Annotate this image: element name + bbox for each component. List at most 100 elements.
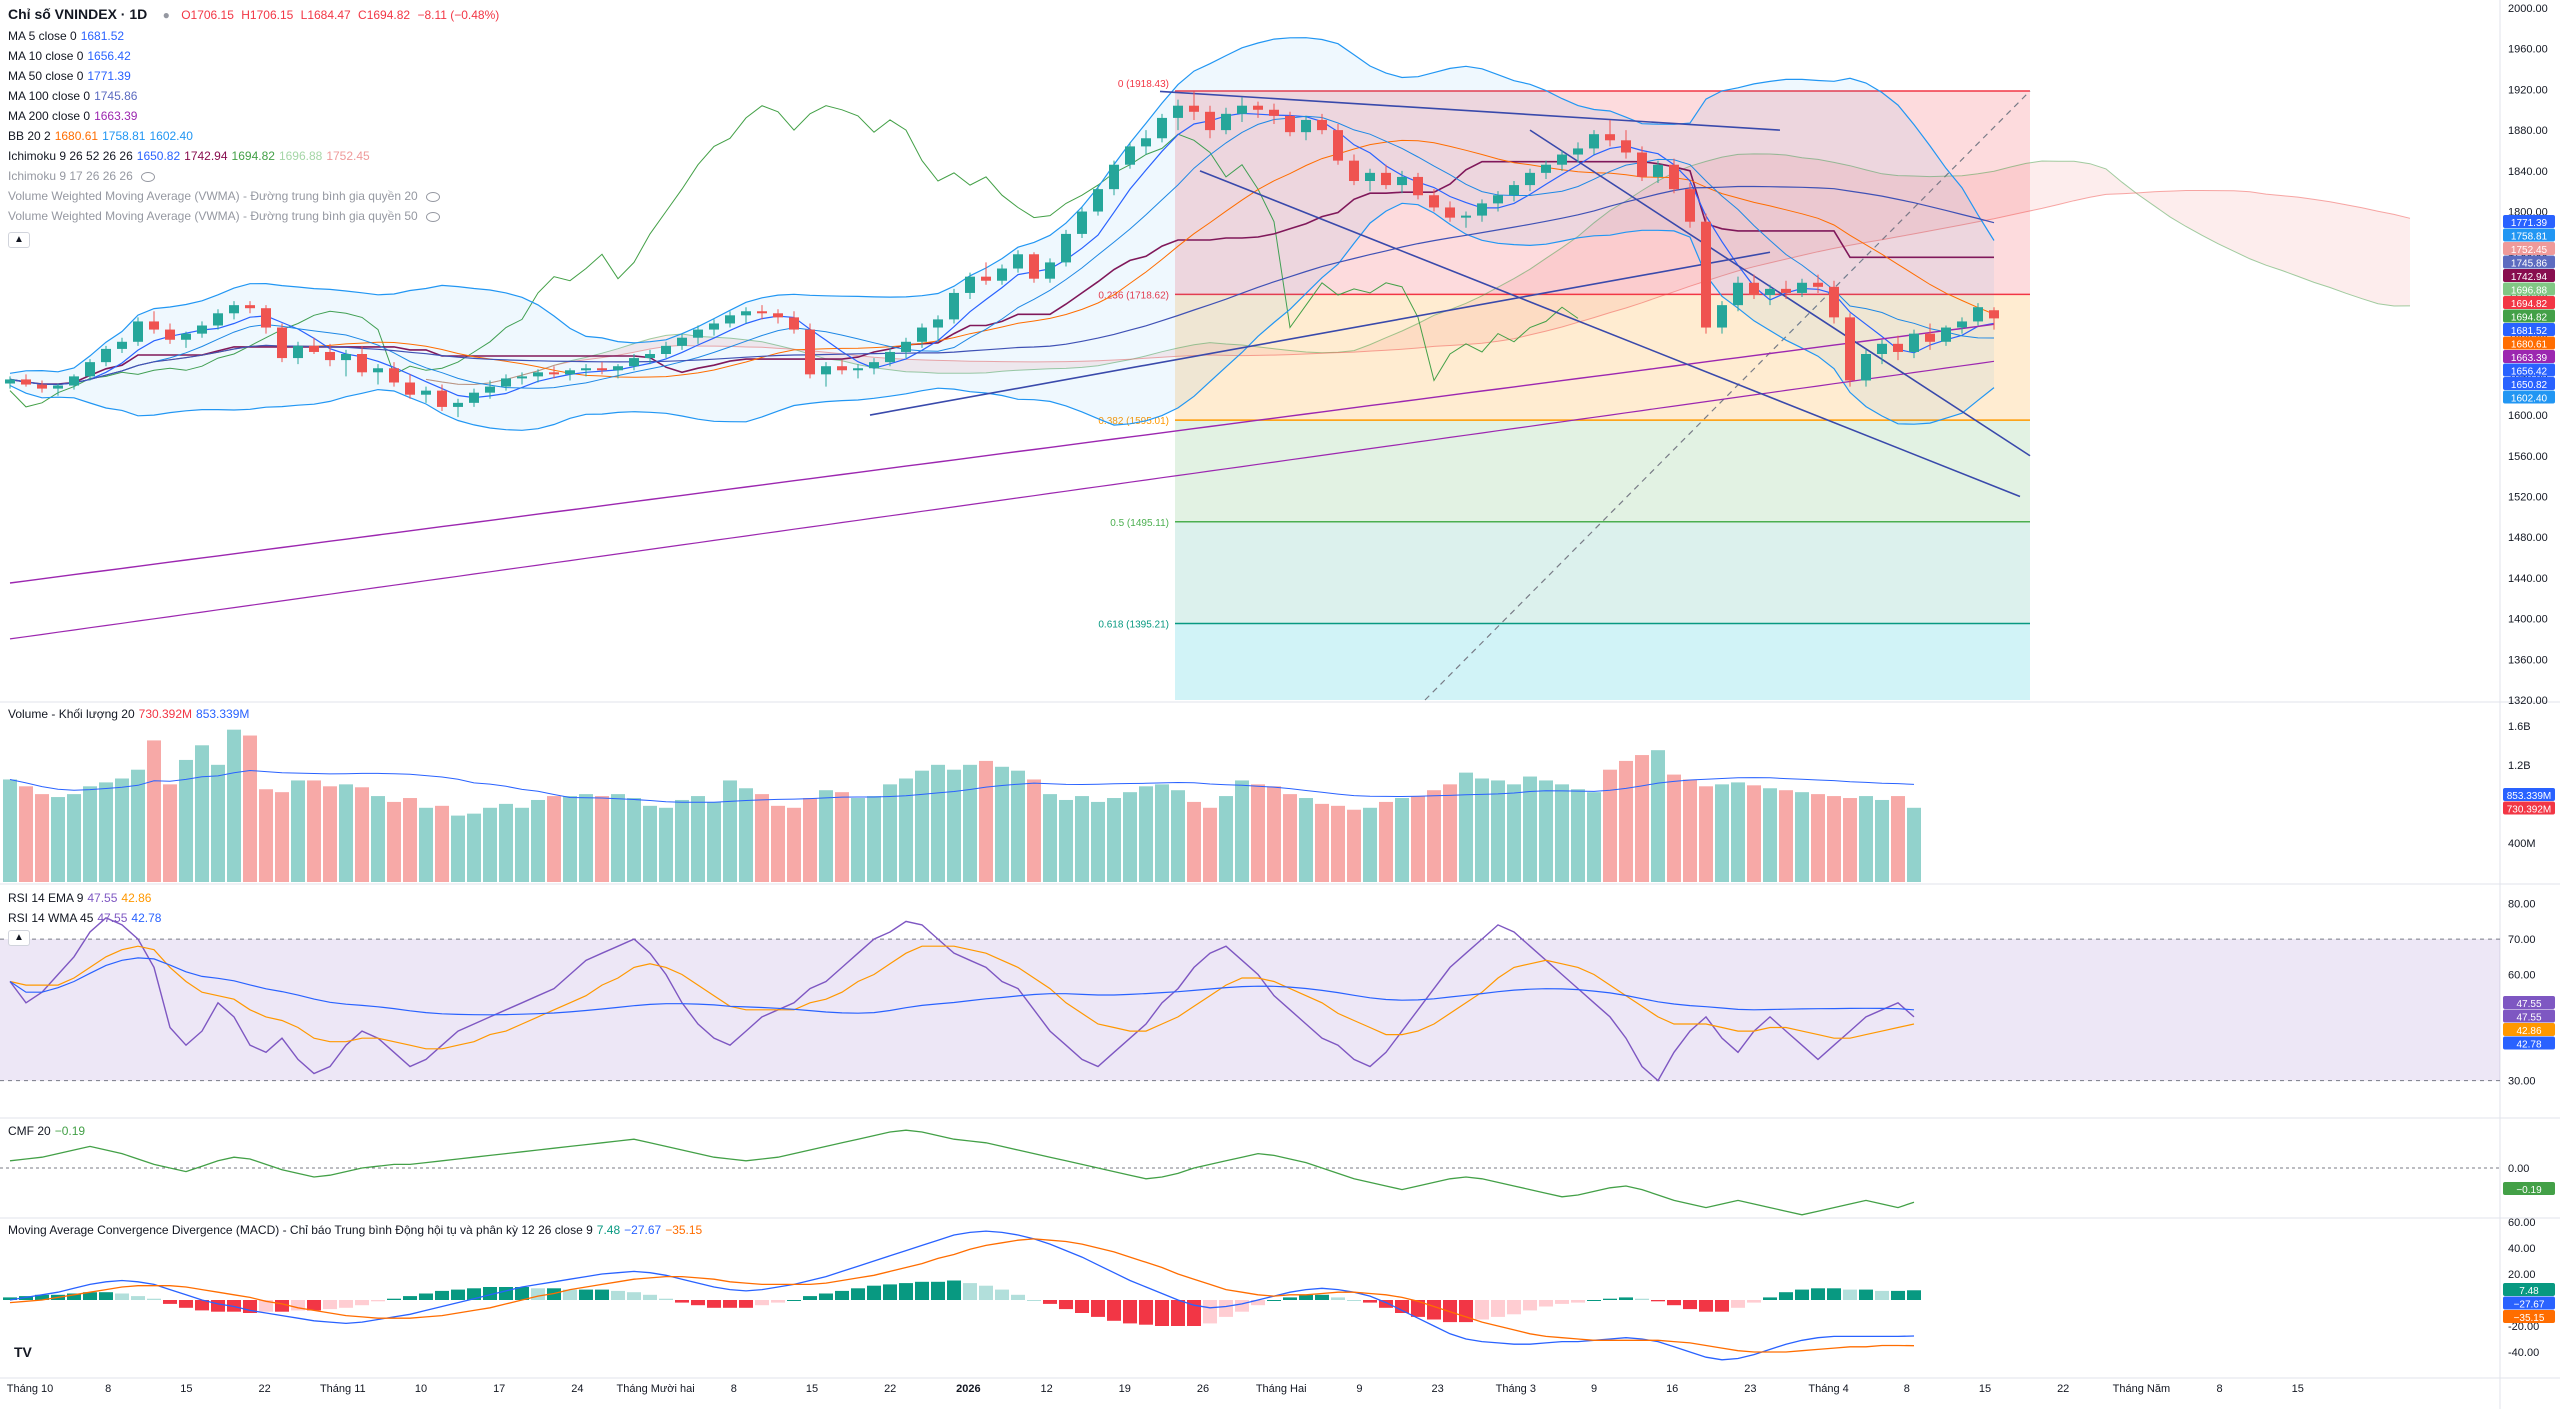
macd-histogram-bar: [1475, 1300, 1489, 1320]
legend-vwma50[interactable]: Volume Weighted Moving Average (VWMA) - …: [8, 208, 444, 224]
price-value-badge: [2503, 228, 2555, 242]
tradingview-logo-icon[interactable]: TV: [14, 1344, 32, 1360]
volume-bar: [51, 797, 65, 882]
symbol-title[interactable]: Chỉ số VNINDEX · 1D: [8, 6, 148, 22]
legend-rsi-ema[interactable]: RSI 14 EMA 9 47.55 42.86: [8, 890, 155, 906]
ohlc-close: C1694.82: [358, 8, 411, 22]
x-axis-label: 22: [258, 1383, 270, 1395]
legend-ichimoku2[interactable]: Ichimoku 9 17 26 26 26: [8, 168, 159, 184]
legend-ma50[interactable]: MA 50 close 0 1771.39: [8, 68, 135, 84]
legend-ma5[interactable]: MA 5 close 0 1681.52: [8, 28, 128, 44]
candle-body: [1845, 317, 1855, 381]
volume-bar: [1731, 782, 1745, 882]
macd-histogram-bar: [915, 1281, 929, 1300]
volume-label: Volume - Khối lượng 20: [8, 707, 135, 721]
legend-vwma20[interactable]: Volume Weighted Moving Average (VWMA) - …: [8, 188, 444, 204]
candle-body: [469, 392, 479, 403]
volume-bar: [947, 769, 961, 882]
macd-histogram-bar: [739, 1300, 753, 1308]
candle-body: [197, 325, 207, 334]
candle-body: [389, 368, 399, 383]
macd-histogram-bar: [115, 1293, 129, 1300]
price-value-badge: [2503, 390, 2555, 404]
volume-bar: [611, 794, 625, 882]
candle-body: [1029, 254, 1039, 279]
candle-body: [853, 368, 863, 371]
macd-histogram-bar: [1107, 1300, 1121, 1321]
macd-histogram-bar: [1091, 1300, 1105, 1317]
collapse-rsi-button[interactable]: ▲: [8, 930, 30, 946]
hidden-eye-icon[interactable]: [425, 211, 440, 222]
macd-histogram-bar: [1699, 1300, 1713, 1312]
candle-body: [709, 323, 719, 330]
legend-ma10[interactable]: MA 10 close 0 1656.42: [8, 48, 135, 64]
macd-histogram-bar: [451, 1289, 465, 1300]
collapse-legend-button[interactable]: ▲: [8, 232, 30, 248]
volume-ma-line: [9, 769, 1915, 803]
candle-body: [1957, 321, 1967, 328]
volume-bar: [1843, 798, 1857, 882]
macd-histogram-bar: [1379, 1300, 1393, 1308]
volume-bar: [1523, 776, 1537, 882]
legend-macd[interactable]: Moving Average Convergence Divergence (M…: [8, 1222, 706, 1238]
price-value-badge-text: 1752.45: [2511, 245, 2548, 256]
trendline: [1529, 129, 2031, 457]
macd-histogram-bar: [419, 1293, 433, 1300]
macd-value-badge-text: −27.67: [2514, 1300, 2545, 1311]
macd-tick-label: 40.00: [2508, 1243, 2536, 1255]
x-axis-label: 15: [1979, 1383, 1991, 1395]
hidden-eye-icon[interactable]: [425, 191, 440, 202]
macd-histogram-bar: [803, 1296, 817, 1300]
price-value-badge: [2503, 323, 2555, 336]
macd-histogram-bar: [627, 1292, 641, 1300]
candle-body: [149, 321, 159, 330]
volume-bar: [1891, 796, 1905, 882]
candle-body: [1013, 254, 1023, 269]
volume-bar: [1859, 796, 1873, 882]
volume-bar: [1075, 796, 1089, 882]
rsi-ema-v1: 47.55: [87, 891, 118, 905]
legend-ma100[interactable]: MA 100 close 0 1745.86: [8, 88, 141, 104]
bb-basis: 1680.61: [54, 129, 99, 143]
macd-histogram-bar: [1891, 1290, 1905, 1300]
macd-histogram-bar: [467, 1288, 481, 1300]
macd-histogram-bar: [835, 1290, 849, 1300]
macd-histogram-bar: [1555, 1300, 1569, 1304]
bb-lower-line: [9, 202, 1995, 431]
rsi-tick-label: 80.00: [2508, 899, 2536, 911]
macd-histogram-bar: [563, 1289, 577, 1300]
hidden-eye-icon[interactable]: [140, 171, 155, 182]
rsi-ema-line: [9, 945, 1915, 1050]
volume-bar: [1907, 807, 1921, 882]
macd-histogram-bar: [1507, 1300, 1521, 1315]
rsi-wma-v2: 42.78: [131, 911, 162, 925]
macd-label: Moving Average Convergence Divergence (M…: [8, 1223, 593, 1237]
macd-histogram-bar: [787, 1300, 801, 1301]
volume-bar: [899, 778, 913, 882]
volume-bar: [819, 790, 833, 882]
x-axis-label: 8: [1904, 1383, 1910, 1395]
cmf-value-badge-text: −0.19: [2516, 1185, 2542, 1196]
macd-histogram-bar: [675, 1300, 689, 1303]
macd-histogram-bar: [963, 1283, 977, 1300]
volume-value-badge: [2503, 801, 2555, 815]
legend-volume[interactable]: Volume - Khối lượng 20 730.392M 853.339M: [8, 706, 253, 722]
ma5-label: MA 5 close 0: [8, 29, 77, 43]
macd-histogram-bar: [1603, 1298, 1617, 1300]
legend-cmf[interactable]: CMF 20 −0.19: [8, 1123, 89, 1139]
legend-ichimoku[interactable]: Ichimoku 9 26 52 26 26 1650.82 1742.94 1694…: [8, 148, 374, 164]
legend-bb[interactable]: BB 20 2 1680.61 1758.81 1602.40: [8, 128, 197, 144]
volume-bar: [1091, 801, 1105, 882]
volume-bar: [1683, 779, 1697, 882]
price-tick-label: 1520.00: [2508, 491, 2548, 503]
volume-bar: [1251, 784, 1265, 882]
legend-rsi-wma[interactable]: RSI 14 WMA 45 47.55 42.78: [8, 910, 165, 926]
legend-ma200[interactable]: MA 200 close 0 1663.39: [8, 108, 141, 124]
ma5-value: 1681.52: [80, 29, 125, 43]
price-value-badge: [2503, 215, 2555, 228]
candle-body: [1589, 134, 1599, 149]
x-axis-label: 19: [1119, 1383, 1131, 1395]
candle-body: [293, 345, 303, 359]
